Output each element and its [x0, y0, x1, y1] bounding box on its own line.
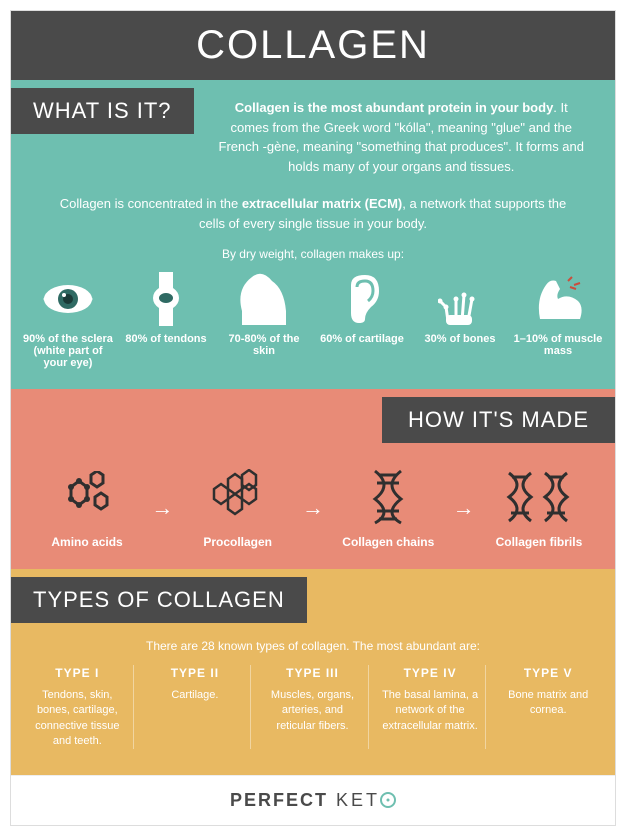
type-desc: Cartilage.	[146, 688, 245, 703]
eye-icon	[21, 271, 115, 327]
section-how: HOW IT'S MADE Amino acids → Procollagen …	[11, 389, 615, 569]
type-col: TYPE II Cartilage.	[140, 665, 252, 749]
ear-icon	[315, 271, 409, 327]
type-desc: Bone matrix and cornea.	[498, 688, 598, 719]
hex-icon	[23, 467, 151, 527]
type-title: TYPE III	[263, 665, 362, 682]
types-subtitle: There are 28 known types of collagen. Th…	[11, 623, 615, 665]
hex-cluster-icon	[174, 467, 302, 527]
step-label: Amino acids	[51, 535, 122, 549]
brand-perfect: PERFECT	[230, 790, 328, 810]
step-procollagen: Procollagen	[174, 467, 302, 549]
section-types: TYPES OF COLLAGEN There are 28 known typ…	[11, 569, 615, 775]
type-desc: Muscles, organs, arteries, and reticular…	[263, 688, 362, 734]
type-col: TYPE III Muscles, organs, arteries, and …	[257, 665, 369, 749]
brand-keto: KET	[336, 790, 380, 810]
stat-label: 60% of cartilage	[320, 333, 404, 345]
type-col: TYPE IV The basal lamina, a network of t…	[375, 665, 487, 749]
stat-label: 1–10% of muscle mass	[514, 333, 603, 357]
stat-label: 30% of bones	[425, 333, 496, 345]
dna-double-icon	[475, 467, 603, 527]
stat-skin: 70-80% of the skin	[217, 271, 311, 369]
stat-label: 90% of the sclera (white part of your ey…	[23, 333, 113, 369]
knee-icon	[119, 271, 213, 327]
how-chain: Amino acids → Procollagen → Collagen cha…	[11, 443, 615, 549]
types-tab: TYPES OF COLLAGEN	[11, 577, 307, 623]
title-bar: COLLAGEN	[11, 11, 615, 80]
section-what: WHAT IS IT? Collagen is the most abundan…	[11, 80, 615, 389]
stat-tendons: 80% of tendons	[119, 271, 213, 369]
arrow-icon: →	[453, 495, 475, 521]
types-grid: TYPE I Tendons, skin, bones, cartilage, …	[11, 665, 615, 749]
stat-bones: 30% of bones	[413, 271, 507, 369]
what-tab: WHAT IS IT?	[11, 88, 194, 134]
stat-label: 70-80% of the skin	[229, 333, 300, 357]
stat-cartilage: 60% of cartilage	[315, 271, 409, 369]
type-col: TYPE V Bone matrix and cornea.	[492, 665, 604, 749]
stat-muscle: 1–10% of muscle mass	[511, 271, 605, 369]
arrow-icon: →	[151, 495, 173, 521]
footer-brand: PERFECT KET	[11, 775, 615, 825]
step-amino: Amino acids	[23, 467, 151, 549]
arrow-icon: →	[302, 495, 324, 521]
what-intro: Collagen is the most abundant protein in…	[194, 80, 615, 184]
type-title: TYPE I	[28, 665, 127, 682]
type-col: TYPE I Tendons, skin, bones, cartilage, …	[22, 665, 134, 749]
dry-weight-label: By dry weight, collagen makes up:	[11, 243, 615, 271]
title: COLLAGEN	[196, 23, 430, 67]
type-title: TYPE V	[498, 665, 598, 682]
dna-icon	[325, 467, 453, 527]
muscle-icon	[511, 271, 605, 327]
step-label: Collagen chains	[342, 535, 434, 549]
type-title: TYPE II	[146, 665, 245, 682]
step-label: Collagen fibrils	[496, 535, 583, 549]
type-desc: Tendons, skin, bones, cartilage, connect…	[28, 688, 127, 750]
infographic: COLLAGEN WHAT IS IT? Collagen is the mos…	[10, 10, 616, 826]
what-ecm: Collagen is concentrated in the extracel…	[11, 184, 615, 243]
step-label: Procollagen	[203, 535, 272, 549]
skin-icon	[217, 271, 311, 327]
step-chains: Collagen chains	[325, 467, 453, 549]
type-title: TYPE IV	[381, 665, 480, 682]
step-fibrils: Collagen fibrils	[475, 467, 603, 549]
stat-label: 80% of tendons	[125, 333, 206, 345]
brand-o-icon	[380, 792, 396, 808]
how-tab: HOW IT'S MADE	[382, 397, 615, 443]
stats-row: 90% of the sclera (white part of your ey…	[11, 271, 615, 369]
hand-icon	[413, 271, 507, 327]
type-desc: The basal lamina, a network of the extra…	[381, 688, 480, 734]
stat-eye: 90% of the sclera (white part of your ey…	[21, 271, 115, 369]
